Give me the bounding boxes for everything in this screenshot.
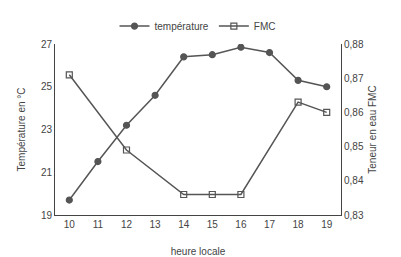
- svg-text:12: 12: [121, 219, 133, 230]
- svg-text:14: 14: [178, 219, 190, 230]
- svg-text:0,88: 0,88: [344, 39, 364, 50]
- svg-text:11: 11: [93, 219, 104, 230]
- svg-text:0,86: 0,86: [344, 107, 364, 118]
- svg-text:heure locale: heure locale: [171, 246, 226, 257]
- svg-text:27: 27: [41, 39, 53, 50]
- svg-text:13: 13: [150, 219, 162, 230]
- svg-text:15: 15: [207, 219, 219, 230]
- svg-text:17: 17: [264, 219, 276, 230]
- svg-text:Température en °C: Température en °C: [16, 87, 27, 171]
- svg-text:0,83: 0,83: [344, 210, 364, 221]
- svg-text:19: 19: [321, 219, 333, 230]
- svg-text:23: 23: [41, 124, 53, 135]
- svg-text:16: 16: [235, 219, 247, 230]
- svg-text:FMC: FMC: [254, 21, 276, 32]
- svg-text:température: température: [155, 21, 209, 32]
- svg-text:0,84: 0,84: [344, 175, 364, 186]
- svg-text:18: 18: [293, 219, 305, 230]
- svg-text:10: 10: [64, 219, 76, 230]
- svg-text:0,85: 0,85: [344, 141, 364, 152]
- svg-text:25: 25: [41, 81, 53, 92]
- svg-text:0,87: 0,87: [344, 73, 364, 84]
- svg-text:Teneur en eau FMC: Teneur en eau FMC: [367, 85, 378, 173]
- svg-text:21: 21: [41, 167, 53, 178]
- svg-text:19: 19: [41, 210, 53, 221]
